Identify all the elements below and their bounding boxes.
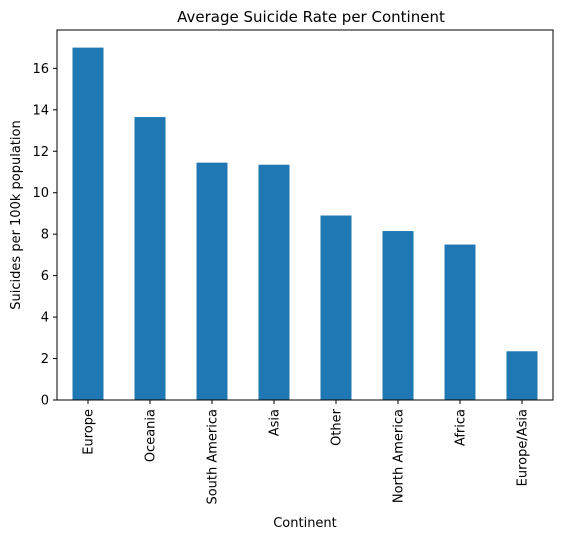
y-tick-label: 14 bbox=[32, 103, 49, 118]
bar-europe bbox=[72, 47, 104, 401]
y-tick-label: 10 bbox=[32, 186, 49, 201]
y-tick-label: 2 bbox=[41, 352, 49, 367]
plot-frame bbox=[56, 29, 554, 401]
bar-africa bbox=[444, 244, 476, 400]
bar-europe-asia bbox=[506, 351, 538, 400]
y-tick-label: 6 bbox=[41, 269, 49, 284]
x-tick-label: Europe/Asia bbox=[516, 409, 531, 486]
y-axis-label: Suicides per 100k population bbox=[9, 120, 24, 309]
y-tick-label: 12 bbox=[32, 145, 49, 160]
bar-oceania bbox=[134, 117, 166, 400]
x-tick-label: Other bbox=[330, 408, 345, 446]
x-axis-label: Continent bbox=[273, 516, 337, 531]
bars-group bbox=[72, 47, 538, 401]
x-tick-label: Africa bbox=[454, 409, 469, 446]
x-tick-label: South America bbox=[206, 409, 221, 505]
x-tick-label: Asia bbox=[268, 409, 283, 436]
bar-north-america bbox=[382, 231, 414, 400]
chart-title: Average Suicide Rate per Continent bbox=[177, 8, 445, 26]
x-tick-label: Oceania bbox=[144, 409, 159, 462]
bar-south-america bbox=[196, 162, 228, 400]
y-tick-label: 16 bbox=[32, 62, 49, 77]
bar-other bbox=[320, 215, 352, 400]
y-tick-label: 4 bbox=[41, 311, 49, 326]
x-tick-label: North America bbox=[392, 409, 407, 503]
x-axis-ticks: Europe Oceania South America Asia Other North… bbox=[82, 400, 531, 505]
y-tick-label: 0 bbox=[41, 394, 49, 409]
y-tick-label: 8 bbox=[41, 228, 49, 243]
y-axis-ticks: 0 2 4 6 8 10 12 14 16 bbox=[32, 62, 57, 409]
bar-asia bbox=[258, 164, 290, 400]
x-tick-label: Europe bbox=[82, 409, 97, 455]
